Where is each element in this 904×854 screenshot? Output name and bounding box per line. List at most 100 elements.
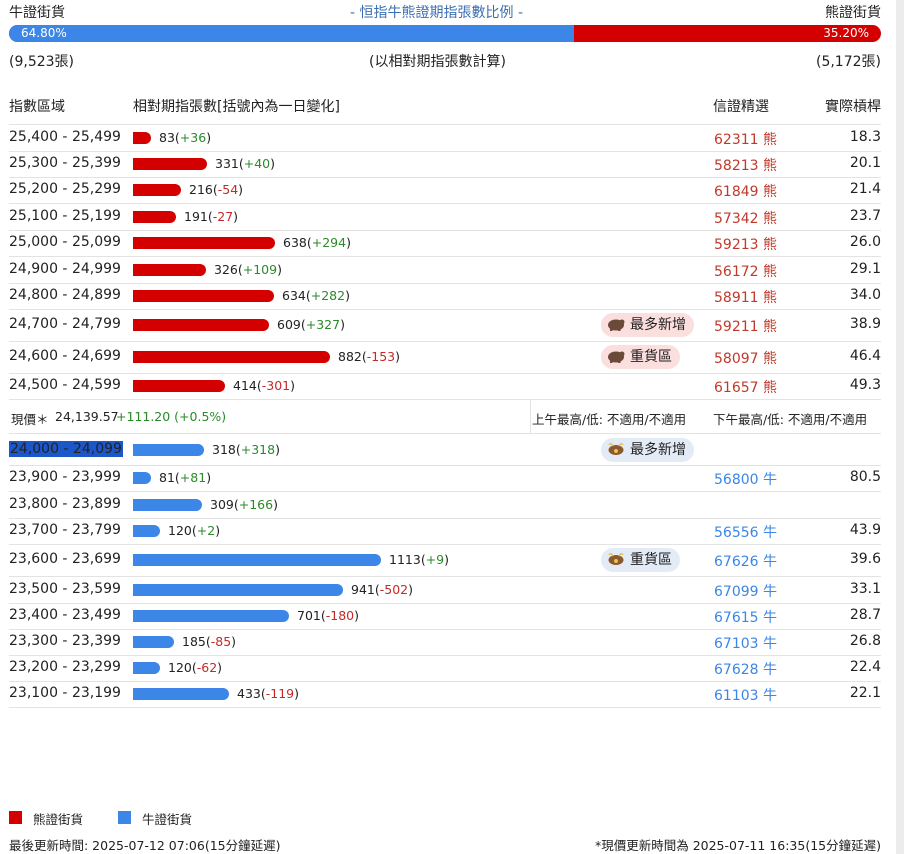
- range-label: 23,100 - 23,199: [9, 685, 121, 701]
- warrant-pick-link[interactable]: 67626 牛: [714, 554, 777, 570]
- count-label: 1113(+9): [389, 552, 449, 567]
- price-label: 現價＊: [11, 412, 49, 427]
- warrant-pick-link[interactable]: 62311 熊: [714, 132, 777, 148]
- warrant-pick-link[interactable]: 67628 牛: [714, 662, 777, 678]
- range-label: 24,700 - 24,799: [9, 316, 121, 332]
- count-label: 433(-119): [237, 686, 299, 701]
- count-change: (+109): [237, 262, 282, 277]
- count-label: 634(+282): [282, 288, 350, 303]
- warrant-pick-link[interactable]: 67103 牛: [714, 636, 777, 652]
- bear-row: 24,500 - 24,599 414(-301) 61657 熊 49.3: [9, 373, 881, 400]
- bull-count: (9,523張): [9, 54, 75, 70]
- count-label: 191(-27): [184, 209, 238, 224]
- warrant-pick-link[interactable]: 59211 熊: [714, 319, 777, 335]
- count-value: 331: [215, 156, 239, 171]
- bear-count: (5,172張): [815, 54, 881, 70]
- count-change: (-180): [320, 608, 360, 623]
- count-value: 414: [233, 378, 257, 393]
- count-change: (-27): [207, 209, 239, 224]
- count-label: 414(-301): [233, 378, 295, 393]
- range-label: 23,600 - 23,699: [9, 551, 121, 567]
- bull-row: 23,500 - 23,599 941(-502) 67099 牛 33.1: [9, 576, 881, 604]
- price-value: 24,139.57: [55, 409, 119, 424]
- range-label: 23,400 - 23,499: [9, 607, 121, 623]
- count-label: 882(-153): [338, 349, 400, 364]
- warrant-pick-link[interactable]: 58097 熊: [714, 351, 777, 367]
- warrant-pick-link[interactable]: 61657 熊: [714, 380, 777, 396]
- warrant-pick-link[interactable]: 58911 熊: [714, 290, 777, 306]
- count-label: 185(-85): [182, 634, 236, 649]
- bear-row: 25,400 - 25,499 83(+36) 62311 熊 18.3: [9, 125, 881, 152]
- bear-bar: [133, 184, 181, 196]
- warrant-pick-link[interactable]: 61103 牛: [714, 688, 777, 704]
- bull-bar: [133, 610, 289, 622]
- warrant-pick-link[interactable]: 58213 熊: [714, 158, 777, 174]
- chart-title: - 恒指牛熊證期指張數比例 -: [350, 5, 524, 21]
- bear-row: 24,600 - 24,699 882(-153) 重貨區 58097 熊 46.4: [9, 341, 881, 374]
- bear-row: 24,700 - 24,799 609(+327) 最多新增 59211 熊 38.9: [9, 309, 881, 342]
- count-value: 433: [237, 686, 261, 701]
- count-value: 81: [159, 470, 175, 485]
- count-change: (+81): [174, 470, 212, 485]
- price-change: +111.20 (+0.5%): [116, 409, 227, 424]
- count-value: 882: [338, 349, 362, 364]
- col-actual: 實際槓桿: [825, 99, 881, 115]
- range-label: 24,900 - 24,999: [9, 261, 121, 277]
- warrant-pick-link[interactable]: 57342 熊: [714, 211, 777, 227]
- badge-text: 最多新增: [630, 442, 686, 458]
- count-label: 216(-54): [189, 182, 243, 197]
- range-label: 24,500 - 24,599: [9, 377, 121, 393]
- warrant-pick-link[interactable]: 61849 熊: [714, 184, 777, 200]
- count-label: 609(+327): [277, 317, 345, 332]
- price-updated: *現價更新時間為 2025-07-11 16:35(15分鐘延遲): [594, 838, 881, 853]
- bull-bar: [133, 662, 160, 674]
- warrant-pick-link[interactable]: 56556 牛: [714, 525, 777, 541]
- actual-leverage: 18.3: [849, 129, 881, 145]
- bull-bar: [133, 525, 160, 537]
- warrant-pick-link[interactable]: 67615 牛: [714, 610, 777, 626]
- count-change: (-85): [205, 634, 237, 649]
- bear-row: 25,300 - 25,399 331(+40) 58213 熊 20.1: [9, 151, 881, 178]
- bull-row: 23,200 - 23,299 120(-62) 67628 牛 22.4: [9, 655, 881, 682]
- actual-leverage: 80.5: [849, 469, 881, 485]
- bear-bar: [133, 290, 274, 302]
- warrant-pick-link[interactable]: 67099 牛: [714, 584, 777, 600]
- count-change: (+294): [306, 235, 351, 250]
- actual-leverage: 46.4: [849, 348, 881, 364]
- count-change: (-153): [361, 349, 401, 364]
- warrant-pick-link[interactable]: 56172 熊: [714, 264, 777, 280]
- bull-bar: [133, 636, 174, 648]
- count-change: (+9): [420, 552, 450, 567]
- range-label: 25,100 - 25,199: [9, 208, 121, 224]
- count-change: (+2): [191, 523, 221, 538]
- badge-text: 重貨區: [630, 552, 672, 568]
- actual-leverage: 43.9: [849, 522, 881, 538]
- bear-row: 25,200 - 25,299 216(-54) 61849 熊 21.4: [9, 177, 881, 204]
- bull-label: 牛證街貨: [9, 5, 65, 21]
- warrant-pick-link[interactable]: 59213 熊: [714, 237, 777, 253]
- bear-bar: [133, 319, 269, 331]
- range-label: 23,300 - 23,399: [9, 633, 121, 649]
- bear-icon: [608, 319, 625, 331]
- legend-bear-swatch: [9, 811, 22, 824]
- count-change: (+166): [233, 497, 278, 512]
- bear-icon: [608, 351, 625, 363]
- bear-bar: [133, 264, 206, 276]
- actual-leverage: 29.1: [849, 261, 881, 277]
- price-divider: [530, 400, 531, 433]
- bear-bar: [133, 237, 275, 249]
- count-change: (+327): [300, 317, 345, 332]
- count-change: (-119): [260, 686, 300, 701]
- scrollbar[interactable]: [896, 0, 904, 854]
- bull-bar: [133, 499, 202, 511]
- count-value: 1113: [389, 552, 421, 567]
- bull-row: 23,800 - 23,899 309(+166): [9, 491, 881, 519]
- col-contracts: 相對期指張數[括號內為一日變化]: [133, 99, 340, 115]
- bull-row: 23,900 - 23,999 81(+81) 56800 牛 80.5: [9, 465, 881, 492]
- range-label: 24,600 - 24,699: [9, 348, 121, 364]
- warrant-pick-link[interactable]: 56800 牛: [714, 472, 777, 488]
- count-value: 638: [283, 235, 307, 250]
- bull-badge: 重貨區: [601, 548, 680, 572]
- bear-row: 24,900 - 24,999 326(+109) 56172 熊 29.1: [9, 256, 881, 284]
- count-value: 185: [182, 634, 206, 649]
